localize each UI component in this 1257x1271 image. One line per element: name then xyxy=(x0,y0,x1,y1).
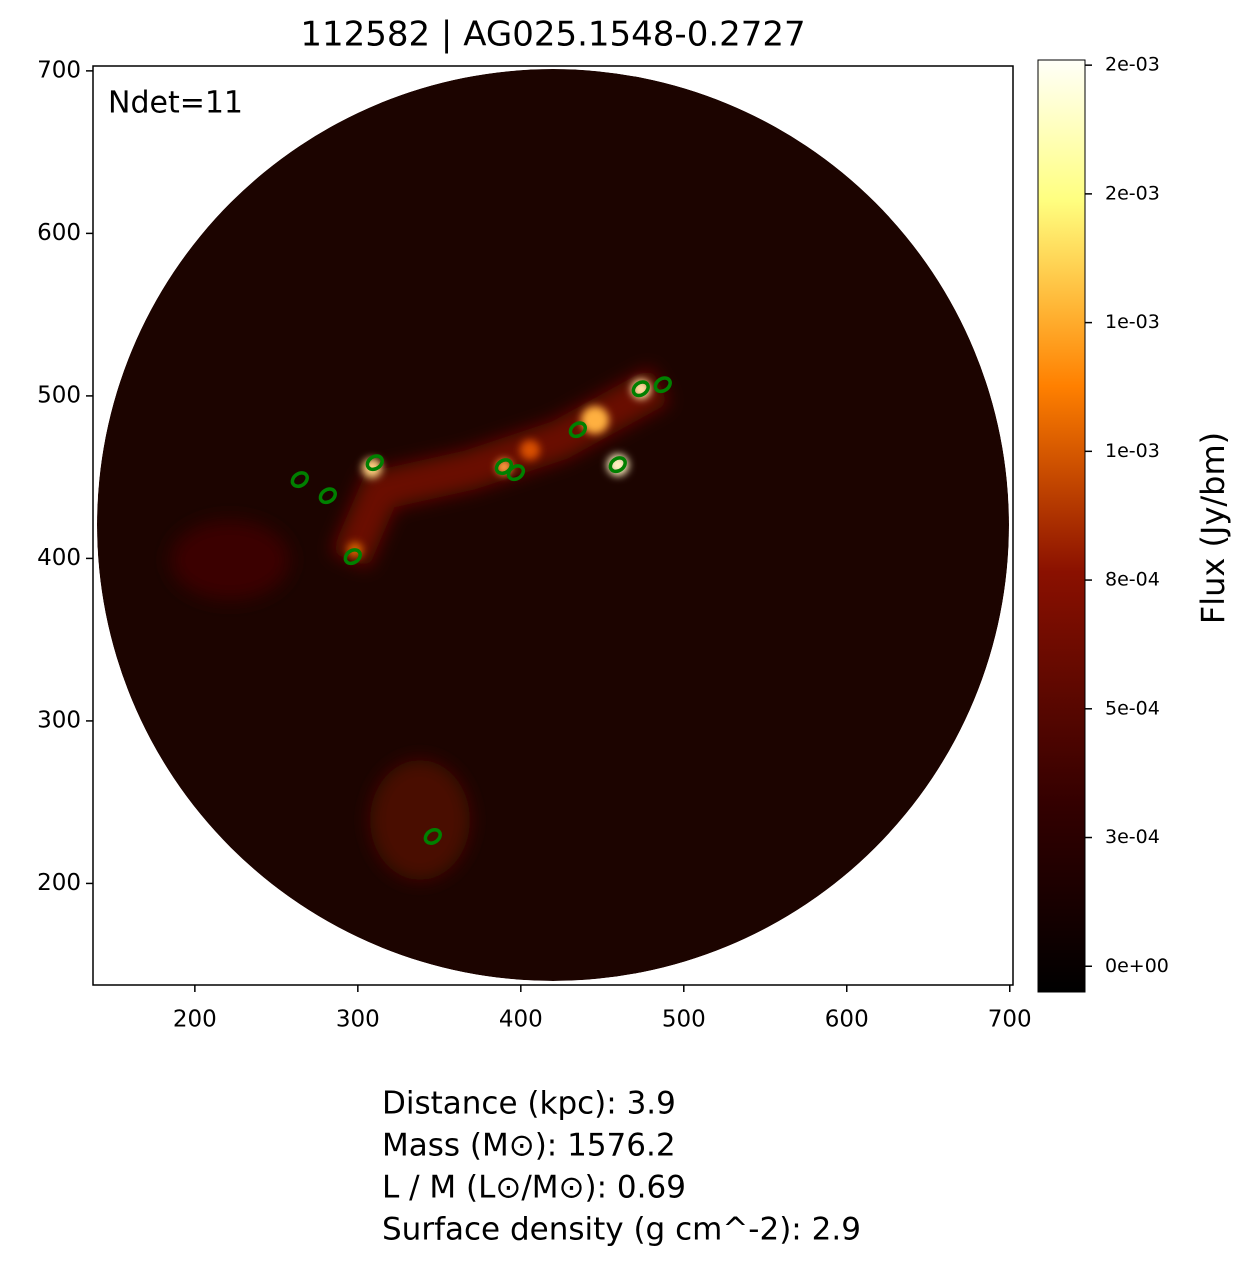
x-tick-label: 200 xyxy=(173,1007,217,1033)
colorbar-tick-label: 5e-04 xyxy=(1105,697,1160,719)
detection xyxy=(290,471,309,489)
field-disk xyxy=(97,69,1009,981)
detection xyxy=(423,827,442,845)
detection xyxy=(653,376,672,394)
footer-line: Surface density (g cm^-2): 2.9 xyxy=(382,1212,861,1248)
colorbar-tick-label: 1e-03 xyxy=(1105,440,1160,462)
footer-line: Distance (kpc): 3.9 xyxy=(382,1086,676,1122)
colorbar-tick-label: 0e+00 xyxy=(1105,955,1169,977)
x-tick-label: 700 xyxy=(988,1007,1032,1033)
footer-line: Mass (M⊙): 1576.2 xyxy=(382,1128,676,1164)
colorbar-tick-label: 2e-03 xyxy=(1105,182,1160,204)
detection xyxy=(631,380,650,398)
y-tick-label: 700 xyxy=(37,57,81,83)
y-tick-label: 300 xyxy=(37,707,81,733)
x-tick-label: 300 xyxy=(336,1007,380,1033)
detection xyxy=(318,487,338,505)
x-tick-label: 600 xyxy=(825,1007,869,1033)
detection xyxy=(365,454,384,472)
y-tick-label: 600 xyxy=(37,220,81,246)
x-tick-label: 500 xyxy=(662,1007,706,1033)
y-tick-label: 200 xyxy=(37,870,81,896)
colorbar-tick-label: 8e-04 xyxy=(1105,569,1160,591)
annotation: Ndet=11 xyxy=(108,86,243,121)
detection xyxy=(343,548,362,566)
colorbar-tick-label: 2e-03 xyxy=(1105,54,1160,76)
detection xyxy=(608,456,627,474)
footer: Distance (kpc): 3.9 Mass (M⊙): 1576.2 L / … xyxy=(382,1086,861,1248)
footer-line: L / M (L⊙/M⊙): 0.69 xyxy=(382,1170,686,1206)
axes-frame xyxy=(92,65,1014,986)
colorbar-tick-label: 1e-03 xyxy=(1105,311,1160,333)
colorbar xyxy=(1037,59,1086,993)
detection xyxy=(568,421,588,439)
colorbar-tick-label: 3e-04 xyxy=(1105,826,1160,848)
image-field xyxy=(97,69,1009,981)
colorbar-label: Flux (Jy/bm) xyxy=(1194,432,1232,624)
y-tick-label: 500 xyxy=(37,382,81,408)
x-tick-label: 400 xyxy=(499,1007,543,1033)
chart-title: 112582 | AG025.1548-0.2727 xyxy=(300,15,805,55)
detection xyxy=(506,464,526,482)
y-tick-label: 400 xyxy=(37,545,81,571)
